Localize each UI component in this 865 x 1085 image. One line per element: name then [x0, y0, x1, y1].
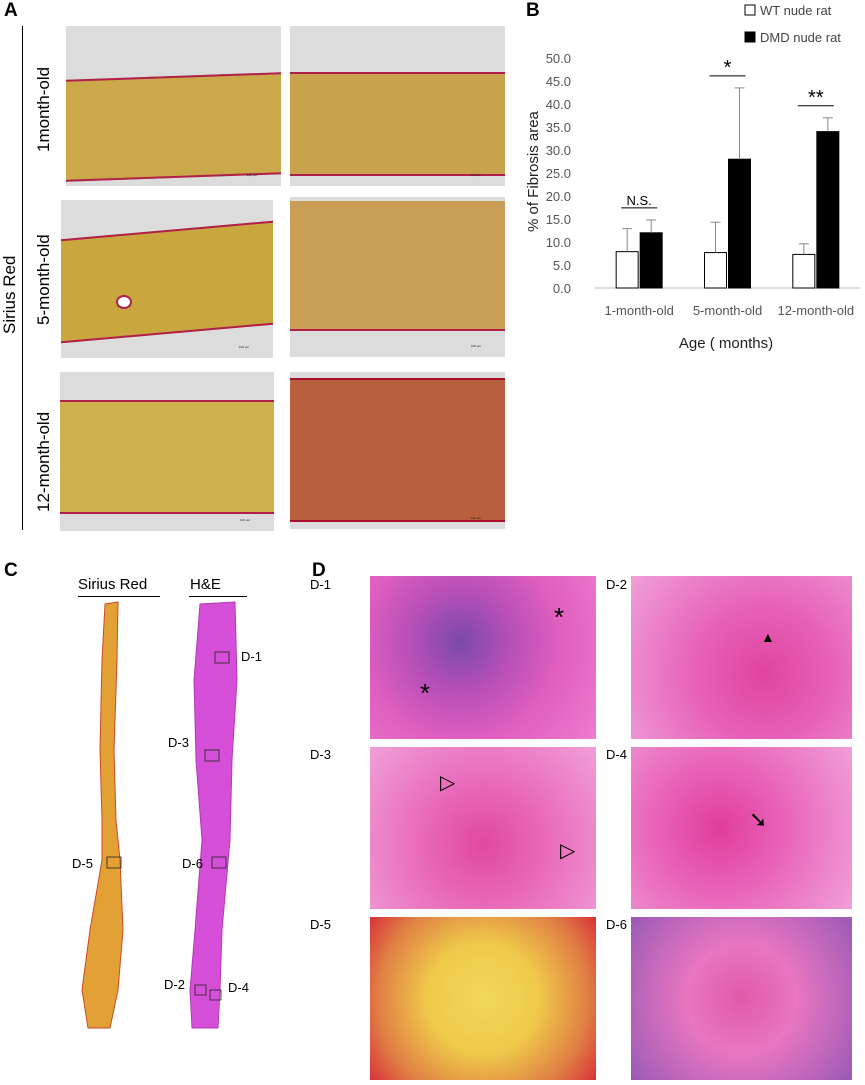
bar-wt	[792, 253, 816, 289]
y-tick-label: 40.0	[546, 97, 571, 112]
muscle-tissue-band	[290, 72, 505, 176]
y-tick-label: 5.0	[553, 258, 571, 273]
bar-wt	[615, 251, 639, 289]
col-label-sirius-red: Sirius Red	[78, 576, 148, 593]
roi-box-d2	[194, 984, 207, 996]
micrograph-wt-5month: 100 μm	[61, 200, 273, 358]
bar-dmd	[639, 232, 663, 289]
panel-d-label: D	[312, 560, 326, 581]
panel-a-bracket-line	[22, 26, 23, 530]
he-tile-d4: ➘	[631, 747, 852, 909]
y-tick-label: 0.0	[553, 281, 571, 296]
roi-box-d3	[204, 749, 220, 762]
muscle-tissue-band	[290, 201, 505, 331]
roi-label-d2: D-2	[164, 977, 185, 992]
he-tile-d1: * *	[370, 576, 596, 739]
x-axis-label: Age ( months)	[679, 335, 773, 352]
asterisk-marker: *	[420, 678, 431, 708]
he-whole-section	[189, 601, 238, 1029]
tile-label-d5: D-5	[310, 917, 331, 932]
muscle-tissue-band	[66, 72, 281, 182]
row-label-1month: 1month-old	[34, 66, 53, 152]
roi-label-d3: D-3	[168, 735, 189, 750]
tile-label-d2: D-2	[606, 577, 627, 592]
sirius-red-whole-section	[81, 601, 124, 1029]
y-tick-label: 45.0	[546, 74, 571, 89]
row-label-5month: 5-month-old	[34, 234, 53, 325]
x-tick-label: 1-month-old	[604, 303, 673, 318]
legend-swatch-dmd	[744, 31, 756, 43]
fibrosis-bar-chart: 0.0 5.0 10.0 15.0 20.0 25.0 30.0 35.0 40.0 45.0 50…	[525, 3, 860, 352]
bar-dmd	[728, 158, 751, 289]
micrograph-dmd-12month: 100 μm	[290, 372, 505, 529]
roi-box-d5	[106, 856, 122, 869]
tile-label-d3: D-3	[310, 747, 331, 762]
roi-label-d4: D-4	[228, 980, 249, 995]
row-label-12month: 12-month-old	[34, 411, 53, 512]
scale-bar: 100 μm	[247, 173, 258, 177]
tile-label-d1: D-1	[310, 577, 331, 592]
open-triangle-marker: ▷	[560, 840, 576, 862]
y-tick-label: 30.0	[546, 143, 571, 158]
he-tile-d2: ▲	[631, 576, 852, 739]
legend-label-wt: WT nude rat	[760, 3, 832, 18]
significance-label: **	[808, 87, 824, 109]
x-tick-label: 5-month-old	[693, 303, 762, 318]
muscle-tissue-band	[61, 220, 273, 344]
x-tick-label: 12-month-old	[778, 303, 855, 318]
scale-bar: 100 μm	[240, 518, 251, 522]
roi-box-d1	[214, 651, 230, 664]
micrograph-dmd-1month: 100 μm	[290, 26, 505, 186]
y-tick-label: 15.0	[546, 212, 571, 227]
tile-label-d6: D-6	[606, 917, 627, 932]
significance-label: *	[724, 57, 732, 79]
y-tick-label: 35.0	[546, 120, 571, 135]
scale-bar: 100 μm	[471, 173, 482, 177]
y-tick-label: 10.0	[546, 235, 571, 250]
legend-swatch-wt	[744, 4, 756, 16]
col-underline	[189, 596, 247, 597]
panel-b-label: B	[526, 0, 540, 21]
roi-label-d6: D-6	[182, 856, 203, 871]
asterisk-marker: *	[554, 602, 565, 632]
scale-bar: 100 μm	[471, 516, 482, 520]
col-label-he: H&E	[190, 576, 221, 593]
significance-label: N.S.	[627, 193, 652, 208]
roi-box-d6	[211, 856, 227, 869]
bar-dmd	[816, 131, 840, 289]
col-underline	[78, 596, 160, 597]
roi-box-d4	[209, 989, 222, 1001]
tile-label-d4: D-4	[606, 747, 627, 762]
arrow-marker: ➘	[749, 807, 768, 832]
roi-label-d5: D-5	[72, 856, 93, 871]
panel-a-stain-label: Sirius Red	[0, 255, 19, 334]
y-tick-label: 25.0	[546, 166, 571, 181]
panel-a-label: A	[4, 0, 18, 21]
y-tick-label: 50.0	[546, 51, 571, 66]
scale-bar: 100 μm	[471, 344, 482, 348]
he-tile-d3: ▷ ▷	[370, 747, 596, 909]
legend-label-dmd: DMD nude rat	[760, 30, 841, 45]
open-triangle-marker: ▷	[440, 772, 456, 794]
y-tick-label: 20.0	[546, 189, 571, 204]
he-tile-d6	[631, 917, 852, 1080]
blood-vessel	[116, 295, 132, 309]
bar-wt	[704, 252, 727, 289]
panel-c-label: C	[4, 560, 18, 581]
muscle-tissue-band	[290, 378, 505, 522]
micrograph-dmd-5month: 100 μm	[290, 197, 505, 357]
micrograph-wt-1month: 100 μm	[66, 26, 281, 186]
muscle-tissue-band	[60, 400, 274, 514]
scale-bar: 100 μm	[239, 345, 250, 349]
y-axis-label: % of Fibrosis area	[525, 110, 542, 232]
sirius-red-tile-d5	[370, 917, 596, 1080]
micrograph-wt-12month: 100 μm	[60, 372, 274, 531]
filled-triangle-marker: ▲	[761, 629, 775, 645]
roi-label-d1: D-1	[241, 649, 262, 664]
whole-muscle-sections	[81, 601, 238, 1029]
